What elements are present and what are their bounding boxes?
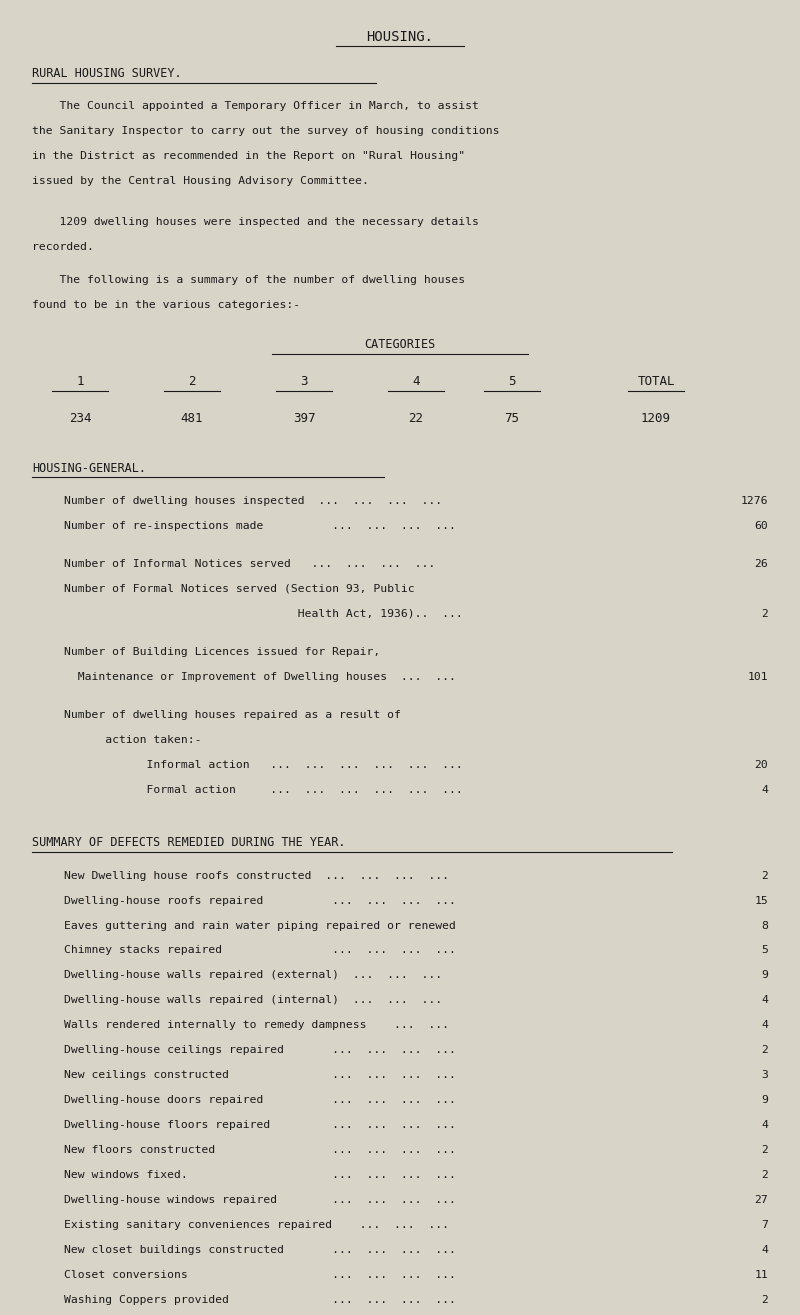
Text: found to be in the various categories:-: found to be in the various categories:- [32, 300, 300, 310]
Text: 4: 4 [761, 1245, 768, 1256]
Text: 20: 20 [754, 760, 768, 771]
Text: Dwelling-house roofs repaired          ...  ...  ...  ...: Dwelling-house roofs repaired ... ... ..… [64, 896, 456, 906]
Text: Walls rendered internally to remedy dampness    ...  ...: Walls rendered internally to remedy damp… [64, 1020, 449, 1031]
Text: Dwelling-house ceilings repaired       ...  ...  ...  ...: Dwelling-house ceilings repaired ... ...… [64, 1045, 456, 1056]
Text: 8: 8 [761, 920, 768, 931]
Text: 4: 4 [761, 785, 768, 796]
Text: 2: 2 [761, 871, 768, 881]
Text: 2: 2 [188, 375, 196, 388]
Text: 397: 397 [293, 412, 315, 425]
Text: 22: 22 [409, 412, 423, 425]
Text: Eaves guttering and rain water piping repaired or renewed: Eaves guttering and rain water piping re… [64, 920, 456, 931]
Text: 15: 15 [754, 896, 768, 906]
Text: 1276: 1276 [741, 496, 768, 506]
Text: 9: 9 [761, 1095, 768, 1106]
Text: 2: 2 [761, 1170, 768, 1181]
Text: Number of re-inspections made          ...  ...  ...  ...: Number of re-inspections made ... ... ..… [64, 521, 456, 531]
Text: 2: 2 [761, 1045, 768, 1056]
Text: Number of Formal Notices served (Section 93, Public: Number of Formal Notices served (Section… [64, 584, 414, 594]
Text: 3: 3 [761, 1070, 768, 1081]
Text: 11: 11 [754, 1270, 768, 1281]
Text: 7: 7 [761, 1220, 768, 1231]
Text: 75: 75 [505, 412, 519, 425]
Text: 1209: 1209 [641, 412, 671, 425]
Text: New closet buildings constructed       ...  ...  ...  ...: New closet buildings constructed ... ...… [64, 1245, 456, 1256]
Text: 5: 5 [508, 375, 516, 388]
Text: Number of dwelling houses repaired as a result of: Number of dwelling houses repaired as a … [64, 710, 401, 721]
Text: issued by the Central Housing Advisory Committee.: issued by the Central Housing Advisory C… [32, 176, 369, 187]
Text: in the District as recommended in the Report on "Rural Housing": in the District as recommended in the Re… [32, 151, 465, 162]
Text: Dwelling-house doors repaired          ...  ...  ...  ...: Dwelling-house doors repaired ... ... ..… [64, 1095, 456, 1106]
Text: 2: 2 [761, 609, 768, 619]
Text: The following is a summary of the number of dwelling houses: The following is a summary of the number… [32, 275, 465, 285]
Text: HOUSING-GENERAL.: HOUSING-GENERAL. [32, 462, 146, 475]
Text: Number of Building Licences issued for Repair,: Number of Building Licences issued for R… [64, 647, 380, 658]
Text: 1: 1 [76, 375, 84, 388]
Text: 4: 4 [761, 1120, 768, 1131]
Text: 4: 4 [761, 1020, 768, 1031]
Text: Dwelling-house walls repaired (external)  ...  ...  ...: Dwelling-house walls repaired (external)… [64, 970, 442, 981]
Text: Chimney stacks repaired                ...  ...  ...  ...: Chimney stacks repaired ... ... ... ... [64, 945, 456, 956]
Text: Health Act, 1936)..  ...: Health Act, 1936).. ... [64, 609, 462, 619]
Text: HOUSING.: HOUSING. [366, 30, 434, 45]
Text: 4: 4 [412, 375, 420, 388]
Text: New floors constructed                 ...  ...  ...  ...: New floors constructed ... ... ... ... [64, 1145, 456, 1156]
Text: Formal action     ...  ...  ...  ...  ...  ...: Formal action ... ... ... ... ... ... [64, 785, 462, 796]
Text: action taken:-: action taken:- [64, 735, 202, 746]
Text: Number of Informal Notices served   ...  ...  ...  ...: Number of Informal Notices served ... ..… [64, 559, 435, 569]
Text: 2: 2 [761, 1145, 768, 1156]
Text: 2: 2 [761, 1295, 768, 1306]
Text: 26: 26 [754, 559, 768, 569]
Text: 1209 dwelling houses were inspected and the necessary details: 1209 dwelling houses were inspected and … [32, 217, 479, 227]
Text: 481: 481 [181, 412, 203, 425]
Text: Dwelling-house walls repaired (internal)  ...  ...  ...: Dwelling-house walls repaired (internal)… [64, 995, 442, 1006]
Text: RURAL HOUSING SURVEY.: RURAL HOUSING SURVEY. [32, 67, 182, 80]
Text: 9: 9 [761, 970, 768, 981]
Text: The Council appointed a Temporary Officer in March, to assist: The Council appointed a Temporary Office… [32, 101, 479, 112]
Text: Dwelling-house floors repaired         ...  ...  ...  ...: Dwelling-house floors repaired ... ... .… [64, 1120, 456, 1131]
Text: Closet conversions                     ...  ...  ...  ...: Closet conversions ... ... ... ... [64, 1270, 456, 1281]
Text: Maintenance or Improvement of Dwelling houses  ...  ...: Maintenance or Improvement of Dwelling h… [64, 672, 456, 682]
Text: Informal action   ...  ...  ...  ...  ...  ...: Informal action ... ... ... ... ... ... [64, 760, 462, 771]
Text: SUMMARY OF DEFECTS REMEDIED DURING THE YEAR.: SUMMARY OF DEFECTS REMEDIED DURING THE Y… [32, 836, 346, 849]
Text: 5: 5 [761, 945, 768, 956]
Text: Existing sanitary conveniences repaired    ...  ...  ...: Existing sanitary conveniences repaired … [64, 1220, 449, 1231]
Text: New windows fixed.                     ...  ...  ...  ...: New windows fixed. ... ... ... ... [64, 1170, 456, 1181]
Text: the Sanitary Inspector to carry out the survey of housing conditions: the Sanitary Inspector to carry out the … [32, 126, 499, 137]
Text: 60: 60 [754, 521, 768, 531]
Text: Dwelling-house windows repaired        ...  ...  ...  ...: Dwelling-house windows repaired ... ... … [64, 1195, 456, 1206]
Text: New Dwelling house roofs constructed  ...  ...  ...  ...: New Dwelling house roofs constructed ...… [64, 871, 449, 881]
Text: recorded.: recorded. [32, 242, 94, 252]
Text: Washing Coppers provided               ...  ...  ...  ...: Washing Coppers provided ... ... ... ... [64, 1295, 456, 1306]
Text: 4: 4 [761, 995, 768, 1006]
Text: 234: 234 [69, 412, 91, 425]
Text: Number of dwelling houses inspected  ...  ...  ...  ...: Number of dwelling houses inspected ... … [64, 496, 442, 506]
Text: CATEGORIES: CATEGORIES [364, 338, 436, 351]
Text: TOTAL: TOTAL [638, 375, 674, 388]
Text: 3: 3 [300, 375, 308, 388]
Text: 27: 27 [754, 1195, 768, 1206]
Text: 101: 101 [747, 672, 768, 682]
Text: New ceilings constructed               ...  ...  ...  ...: New ceilings constructed ... ... ... ... [64, 1070, 456, 1081]
